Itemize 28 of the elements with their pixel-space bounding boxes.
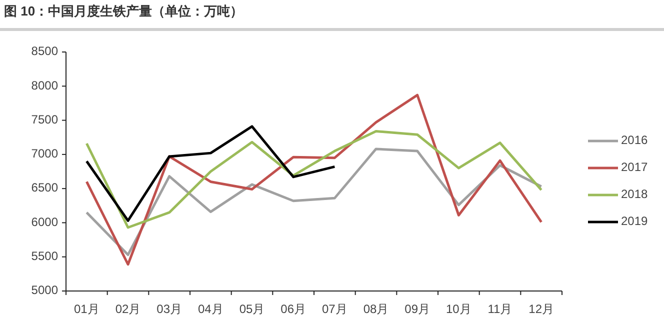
line-series — [85, 94, 543, 266]
y-tick-label: 7500 — [31, 112, 58, 126]
x-tick-label: 02月 — [115, 302, 141, 316]
legend-label: 2016 — [621, 133, 648, 148]
y-tick-label: 5500 — [31, 249, 58, 264]
x-tick-label: 05月 — [239, 302, 265, 316]
x-tick-label: 11月 — [488, 302, 512, 316]
chart-title: 图 10：中国月度生铁产量（单位：万吨） — [4, 3, 244, 18]
y-tick-label: 6500 — [31, 180, 58, 195]
line-series — [85, 130, 543, 229]
x-tick-label: 01月 — [74, 302, 100, 316]
y-tick-label: 8000 — [31, 78, 58, 92]
x-tick-label: 07月 — [322, 302, 348, 316]
x-tick-label: 04月 — [198, 302, 224, 316]
line-series — [85, 125, 336, 222]
y-tick-label: 7000 — [31, 146, 58, 161]
x-tick-label: 03月 — [156, 302, 182, 316]
x-tick-label: 08月 — [363, 302, 389, 316]
y-tick-label: 6000 — [31, 214, 58, 229]
x-tick-label: 10月 — [446, 302, 472, 316]
x-tick-label: 12月 — [528, 302, 554, 316]
legend-label: 2017 — [621, 160, 648, 174]
legend-label: 2018 — [621, 187, 648, 202]
x-tick-label: 06月 — [280, 302, 306, 316]
y-tick-label: 5000 — [31, 283, 58, 298]
y-tick-label: 8500 — [31, 44, 58, 58]
legend-label: 2019 — [621, 214, 648, 228]
x-tick-label: 09月 — [404, 302, 430, 316]
